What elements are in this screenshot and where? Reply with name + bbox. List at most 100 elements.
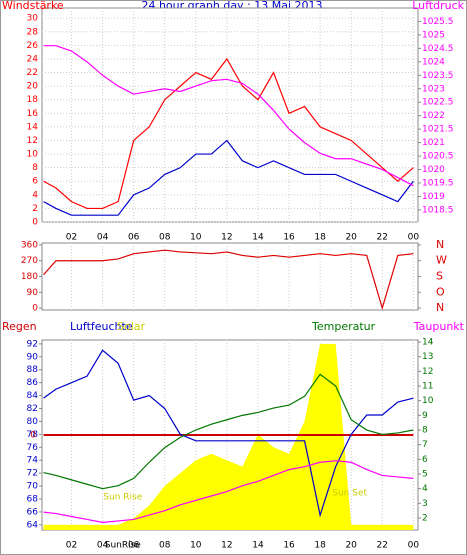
legend-label: Temperatur xyxy=(311,320,376,333)
series-line xyxy=(43,139,414,216)
plot-area xyxy=(41,7,419,223)
y-tick-label: 74 xyxy=(27,456,39,466)
y2-tick-label: 1024 xyxy=(422,57,445,67)
direction-label: O xyxy=(436,285,445,298)
direction-label: W xyxy=(436,254,447,267)
y-tick-label: 82 xyxy=(27,404,38,414)
x-tick-label: 04 xyxy=(97,541,109,551)
y-tick-label: 6 xyxy=(32,177,38,187)
y-tick-label: 30 xyxy=(27,14,39,24)
y2-tick-label: 8 xyxy=(422,426,428,436)
y-tick-label: 270 xyxy=(21,256,38,266)
x-tick-label: 06 xyxy=(128,541,140,551)
y2-tick-label: 1021.5 xyxy=(422,125,454,135)
y2-tick-label: 5 xyxy=(422,469,428,479)
direction-label: N xyxy=(436,301,444,314)
y-tick-label: 14 xyxy=(27,122,39,132)
y2-tick-label: 1025 xyxy=(422,30,445,40)
solar-area xyxy=(43,343,414,530)
y2-tick-label: 13 xyxy=(422,352,433,362)
x-tick-label: 02 xyxy=(66,233,77,243)
y-tick-label: 78 xyxy=(27,430,39,440)
series-line xyxy=(43,249,414,311)
legend-label: Luftdruck xyxy=(412,0,464,12)
x-tick-label: 04 xyxy=(97,233,109,243)
y-tick-label: 68 xyxy=(27,494,39,504)
y2-tick-label: 11 xyxy=(422,382,433,392)
y2-tick-label: 4 xyxy=(422,484,428,494)
x-tick-label: 16 xyxy=(283,233,295,243)
y2-tick-label: 9 xyxy=(422,411,428,421)
legend-label: Regen xyxy=(2,320,37,333)
x-tick-label: 14 xyxy=(252,233,264,243)
y-tick-label: 2 xyxy=(32,204,38,214)
direction-label: S xyxy=(436,270,443,283)
y-tick-label: 72 xyxy=(27,469,38,479)
y-tick-label: 80 xyxy=(27,417,39,427)
y-tick-label: 22 xyxy=(27,68,38,78)
y-tick-label: 16 xyxy=(27,109,39,119)
legend-label: Taupunkt xyxy=(413,320,465,333)
direction-label: N xyxy=(436,238,444,251)
y-tick-label: 28 xyxy=(27,27,39,37)
y2-tick-label: 12 xyxy=(422,367,433,377)
y-tick-label: 26 xyxy=(27,41,39,51)
y2-tick-label: 1023 xyxy=(422,84,445,94)
y2-tick-label: 1020.5 xyxy=(422,152,454,162)
y2-tick-label: 1022 xyxy=(422,111,445,121)
x-tick-label: 02 xyxy=(66,541,77,551)
x-tick-label: 08 xyxy=(159,541,171,551)
x-tick-label: 22 xyxy=(377,233,388,243)
y-tick-label: 90 xyxy=(27,352,39,362)
y2-tick-label: 1024.5 xyxy=(422,44,454,54)
y-tick-label: 4 xyxy=(32,190,38,200)
y-tick-label: 70 xyxy=(27,482,39,492)
x-tick-label: 18 xyxy=(314,541,326,551)
x-tick-label: 00 xyxy=(408,233,420,243)
rain-tick-label: 0 xyxy=(30,431,36,441)
x-tick-label: 18 xyxy=(314,233,326,243)
y-tick-label: 66 xyxy=(27,507,39,517)
legend-label: Solar xyxy=(117,320,146,333)
x-tick-label: 12 xyxy=(221,233,232,243)
y2-tick-label: 6 xyxy=(422,455,428,465)
y-tick-label: 8 xyxy=(32,163,38,173)
x-tick-label: 22 xyxy=(377,541,388,551)
y-tick-label: 20 xyxy=(27,82,39,92)
y-tick-label: 84 xyxy=(27,391,39,401)
annotation: Sun Set xyxy=(332,489,367,499)
x-tick-label: 12 xyxy=(221,541,232,551)
series-line xyxy=(43,45,414,187)
legend-label: Windstärke xyxy=(2,0,64,12)
x-tick-label: 00 xyxy=(408,541,420,551)
series-line xyxy=(43,57,414,210)
x-tick-label: 20 xyxy=(345,541,357,551)
y2-tick-label: 1023.5 xyxy=(422,71,454,81)
y-tick-label: 18 xyxy=(27,95,39,105)
y2-tick-label: 1020 xyxy=(422,165,445,175)
x-tick-label: 16 xyxy=(283,541,295,551)
y-tick-label: 92 xyxy=(27,339,38,349)
y-tick-label: 10 xyxy=(27,150,39,160)
x-tick-label: 20 xyxy=(345,233,357,243)
y-tick-label: 86 xyxy=(27,378,39,388)
y-tick-label: 88 xyxy=(27,365,39,375)
y2-tick-label: 14 xyxy=(422,338,434,348)
y2-tick-label: 10 xyxy=(422,396,434,406)
y2-tick-label: 1019.5 xyxy=(422,178,454,188)
y2-tick-label: 3 xyxy=(422,499,428,509)
y-tick-label: 0 xyxy=(32,304,38,314)
y2-tick-label: 1019 xyxy=(422,192,445,202)
x-tick-label: 08 xyxy=(159,233,171,243)
y2-tick-label: 2 xyxy=(422,513,428,523)
x-tick-label: 14 xyxy=(252,541,264,551)
y2-tick-label: 1025.5 xyxy=(422,17,454,27)
series-line xyxy=(43,373,414,490)
series-line xyxy=(43,460,414,523)
y-tick-label: 0 xyxy=(32,218,38,228)
y-tick-label: 64 xyxy=(27,520,39,530)
series-line xyxy=(43,349,414,518)
annotation: SunRise xyxy=(105,541,142,551)
y-tick-label: 90 xyxy=(27,288,39,298)
